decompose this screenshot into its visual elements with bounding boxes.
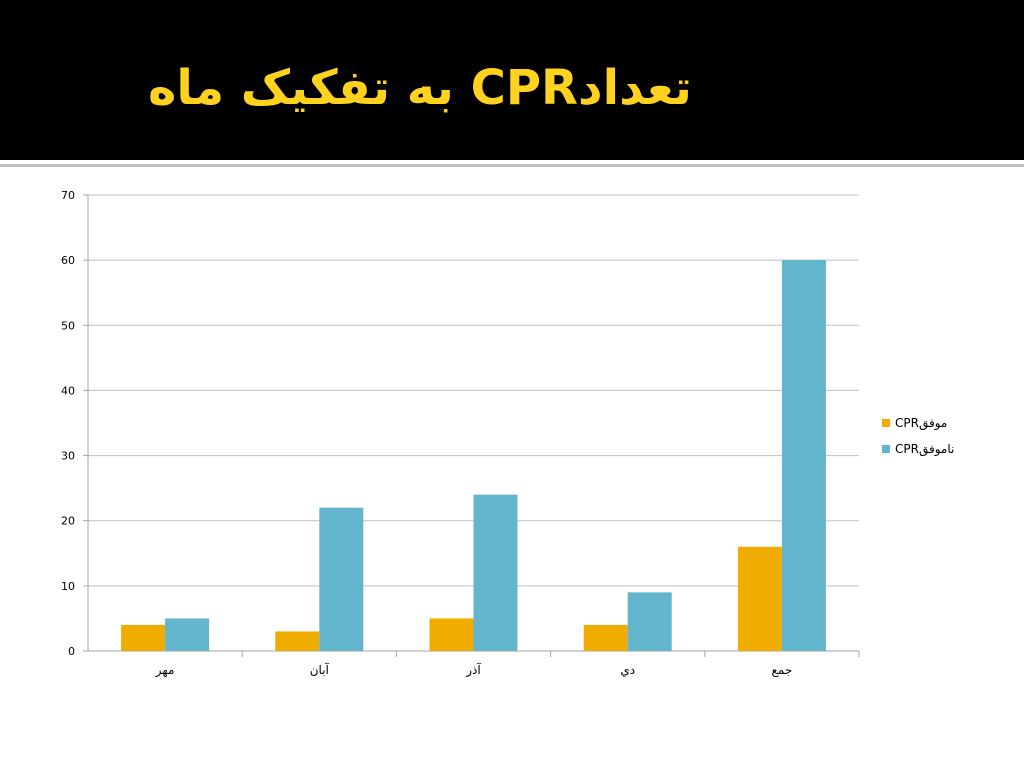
x-tick-label: آبان (310, 662, 330, 677)
y-tick-label: 30 (61, 450, 75, 463)
bar-success (275, 631, 320, 651)
slide-title: تعدادCPR به تفکیک ماه (148, 60, 692, 116)
y-tick-label: 60 (61, 254, 75, 267)
y-tick-label: 20 (61, 515, 75, 528)
y-tick-label: 50 (61, 319, 75, 332)
chart-legend: CPRموفق CPRناموفق (882, 410, 954, 462)
x-tick-label: جمع (772, 663, 793, 677)
bar-success (121, 624, 166, 651)
title-divider (0, 164, 1024, 167)
legend-item-success: CPRموفق (882, 410, 954, 436)
legend-swatch-failure (882, 445, 890, 453)
bar-success (429, 618, 474, 651)
legend-label-success: CPRموفق (895, 416, 948, 430)
legend-item-failure: CPRناموفق (882, 436, 954, 462)
y-tick-label: 70 (61, 189, 75, 202)
y-tick-label: 0 (68, 645, 75, 658)
bar-failure (473, 494, 518, 651)
x-tick-label: مهر (155, 663, 175, 678)
bar-success (583, 624, 628, 651)
legend-label-failure: CPRناموفق (895, 442, 955, 456)
x-tick-label: آذر (465, 662, 481, 678)
bar-failure (627, 592, 672, 651)
y-tick-label: 10 (61, 580, 75, 593)
title-bar (0, 0, 1024, 160)
legend-swatch-success (882, 419, 890, 427)
bar-failure (781, 260, 826, 651)
bar-success (737, 546, 782, 651)
bar-failure (165, 618, 210, 651)
y-tick-label: 40 (61, 384, 75, 397)
bar-failure (319, 507, 364, 651)
x-tick-label: دي (620, 663, 635, 677)
